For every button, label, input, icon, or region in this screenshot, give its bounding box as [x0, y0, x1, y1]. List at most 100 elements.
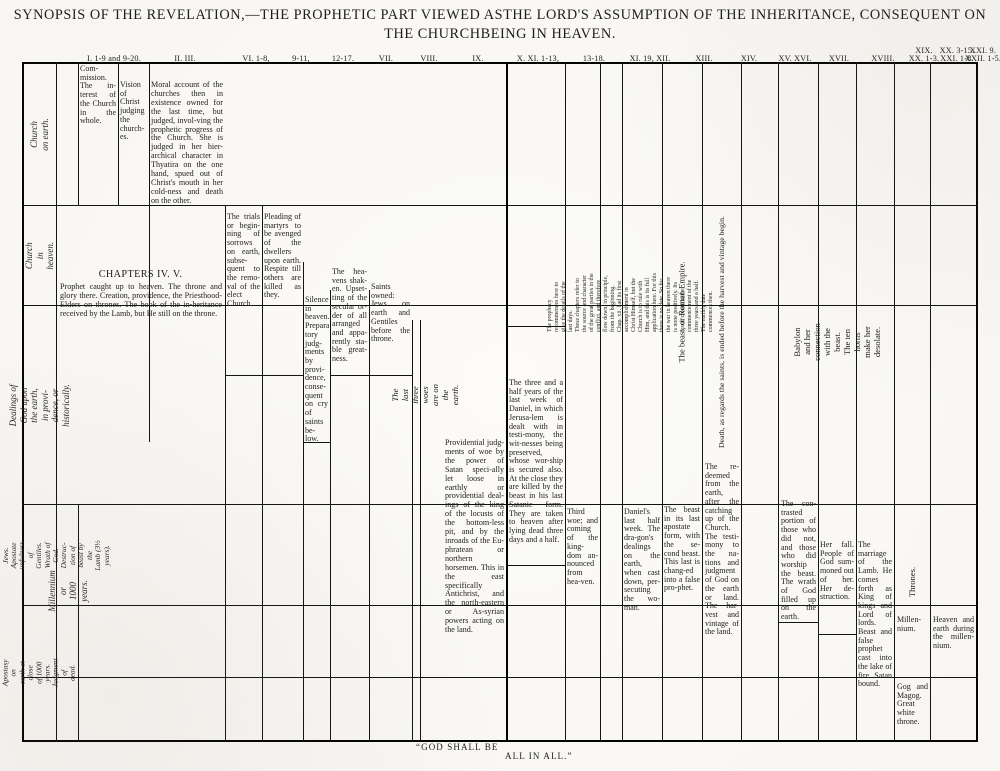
table-border-top [22, 62, 978, 64]
cell-prophecy-note: The prophecy recommences here to give th… [547, 273, 714, 332]
cell-gog-and-magog: Gog and Magog. Great white throne. [897, 682, 928, 726]
chapter-header-h19: XXI. 9. XXII. 1-5. [964, 45, 1000, 64]
rule-col-f [303, 262, 304, 740]
cell-chapters-iv-v-heading: CHAPTERS IV. V. [98, 270, 183, 280]
table-border-left [22, 62, 24, 741]
rule-halves [506, 62, 508, 741]
chapter-header-h7: VIII. [420, 54, 438, 63]
title-line-1-right: THE LORD'S ASSUMPTION OF THE INHERITANCE… [503, 7, 987, 23]
chapter-header-h2: II. III. [174, 54, 196, 63]
cell-moral-account: Moral account of the churches then in ex… [151, 80, 223, 205]
chapter-header-h10: 13-18. [582, 54, 606, 63]
rule-row-4 [22, 605, 978, 606]
table-border-right [976, 62, 978, 741]
cell-chapters-iv-v-body: Prophet caught up to heaven. The throne … [60, 282, 222, 318]
rule-3half-top [506, 326, 565, 327]
rule-col-h [369, 290, 370, 740]
motto-right: ALL IN ALL.” [505, 751, 573, 761]
rule-col-r10 [894, 62, 895, 740]
rule-chapters-bottom [56, 305, 225, 306]
rule-col-j [420, 320, 421, 740]
rule-col-r4 [662, 62, 663, 740]
title-line-2-right: BEING IN HEAVEN. [480, 26, 616, 42]
table-border-bottom [22, 740, 978, 742]
rule-row-3 [22, 504, 978, 505]
chapter-header-h12: XIII. [695, 54, 713, 63]
rule-col-c [149, 62, 150, 442]
cell-commission: Com-mission. The in-terest of the Church… [80, 64, 116, 126]
rule-3half-bottom [506, 565, 565, 566]
rule-col-r3 [622, 62, 623, 740]
cell-silence-in-heaven: Silence in heaven. Prepara-tory judg-men… [305, 295, 329, 444]
rule-col-r7 [778, 62, 779, 740]
chapter-header-h14: XV. XVI. [778, 54, 812, 63]
rule-col-r2 [600, 62, 601, 740]
cell-marriage-of-the-lamb: The marriage of the Lamb. He comes forth… [858, 540, 892, 689]
cell-last-three-woes: The last three woes are on the earth. [390, 384, 460, 406]
chapter-header-h13: XIV. [740, 54, 758, 63]
chapter-header-h11: XI. 19, XII. [629, 54, 671, 63]
rule-col-b [118, 62, 119, 205]
rule-col-e [262, 205, 263, 740]
chapter-header-h1: I. 1-9 and 9-20. [87, 54, 141, 63]
rule-heavens-bottom [330, 375, 369, 376]
cell-millennium: Millen-nium. [897, 615, 921, 633]
rule-row-1 [22, 205, 978, 206]
cell-babylon: Babylon and her connection with the beas… [792, 323, 883, 361]
cell-pleading: Pleading of martyrs to be avenged of the… [264, 212, 301, 300]
chapter-header-h5: 12-17. [331, 54, 355, 63]
cell-redeemed-from-earth: The re-deemed from the earth, after the … [705, 462, 739, 637]
rule-contrasted-bottom [778, 622, 818, 623]
rule-row-5 [22, 677, 978, 678]
rule-col-r6 [741, 62, 742, 740]
rule-col-d [225, 205, 226, 740]
chapter-header-h8: IX. [472, 54, 484, 63]
chapter-header-h6: VII. [378, 54, 394, 63]
chapter-header-h18: XX. 3-15. XXI. 1-8. [939, 45, 975, 64]
chapter-header-h3: VI. 1-8, [242, 54, 270, 63]
rule-trials-bottom [225, 375, 303, 376]
cell-vision-of-christ: Vision of Christ judging the church-es. [120, 80, 145, 142]
cell-her-fall: Her fall. People of God sum-moned out of… [820, 540, 854, 602]
rule-col-i [412, 320, 413, 740]
cell-death-of-saints: Death, as regards the saints, is ended b… [716, 216, 726, 448]
cell-heavens-shaken: The hea-vens shak-en. Upset-ting of the … [332, 267, 367, 364]
cell-providential-judgments: Providential judg-ments of woe by the po… [445, 438, 504, 635]
cell-third-woe: Third woe; and coming of the king-dom an… [567, 507, 598, 586]
rule-col-r11 [930, 62, 931, 740]
rule-col-g [330, 290, 331, 740]
rule-saints-bottom [369, 375, 412, 376]
chapter-header-h17: XIX. XX. 1-3. [908, 45, 940, 64]
motto-left: “GOD SHALL BE [416, 742, 499, 752]
rule-col-r9 [856, 62, 857, 740]
cell-beast-apostate-form: The beast in its last apostate form, wit… [664, 505, 700, 593]
row-label-church-in-heaven: Church in heaven. [23, 241, 55, 270]
row-label-church-on-earth: Church on earth. [29, 117, 50, 151]
chapter-header-h15: XVII. [828, 54, 850, 63]
rule-col-r8 [818, 62, 819, 740]
title-line-1-left: SYNOPSIS OF THE REVELATION,—THE PROPHETI… [13, 7, 504, 23]
chapter-header-row: I. 1-9 and 9-20. II. III. VI. 1-8, 9-11,… [0, 44, 1000, 64]
title-line-2-left: THE CHURCH [384, 26, 481, 42]
chapter-header-h9: X. XI. 1-13, [516, 54, 560, 63]
cell-saints-owned: Saints owned: Jews on earth and Gentiles… [371, 282, 410, 344]
cell-beast-roman-empire: The beast, or Roman Empire. [677, 261, 687, 363]
cell-three-and-half-years: The three and a half years of the last w… [509, 378, 563, 544]
chapter-header-h4: 9-11, [292, 54, 310, 63]
rule-label-col-2 [78, 504, 79, 741]
rule-col-a [78, 62, 79, 205]
cell-daniels-last-half-week: Daniel's last half week. The dra-gon's d… [624, 507, 660, 612]
cell-heaven-earth-during-millennium: Heaven and earth during the millen-nium. [933, 615, 974, 651]
cell-contrasted-portion: The con-trasted portion of those who did… [781, 499, 816, 622]
rule-col-r1 [565, 62, 566, 740]
rule-label-col [56, 62, 57, 741]
synopsis-table: Church on earth. Church in heaven. Deali… [0, 62, 978, 742]
chapter-header-h16: XVIII. [871, 54, 895, 63]
rule-silence-bottom [303, 442, 330, 443]
row-label-apostasy: Apostasy on earth at close of 1000 years… [0, 658, 77, 688]
rule-herfall-bottom [818, 634, 856, 635]
row-label-dealings: Dealings of God upon the earth, in provi… [8, 383, 71, 427]
rule-col-r5 [702, 62, 703, 740]
cell-trials: The trials or begin-ning of sorrows on e… [227, 212, 260, 309]
row-label-millennium: Millennium or 1000 years. [46, 570, 89, 612]
